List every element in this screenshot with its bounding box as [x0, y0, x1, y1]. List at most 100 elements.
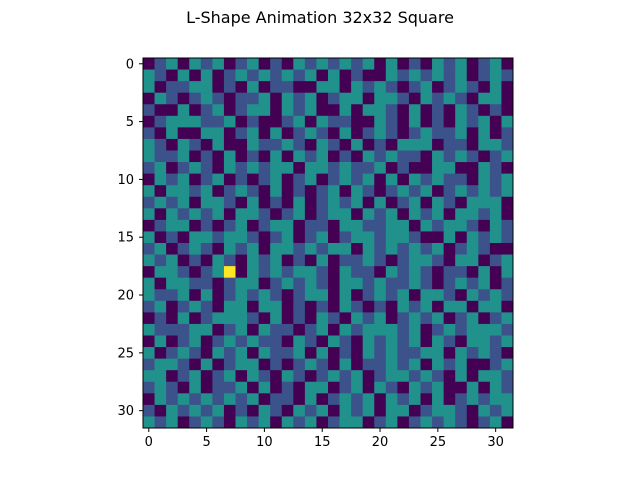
heatmap-cell: [154, 370, 167, 383]
heatmap-cell: [351, 173, 364, 186]
y-tick-label: 0: [126, 57, 134, 72]
heatmap-cell: [143, 185, 155, 198]
heatmap-cell: [351, 381, 364, 394]
heatmap-cell: [154, 138, 167, 151]
heatmap-cell: [270, 173, 283, 186]
heatmap-cell: [397, 243, 410, 255]
heatmap-cell: [408, 266, 421, 279]
heatmap-cell: [489, 92, 502, 105]
heatmap-cell: [420, 335, 433, 348]
heatmap-cell: [316, 115, 329, 128]
y-tick-label: 10: [117, 173, 134, 188]
heatmap-cell: [374, 162, 387, 174]
heatmap-cell: [154, 231, 167, 244]
heatmap-cell: [293, 289, 306, 302]
heatmap-cell: [385, 289, 398, 302]
heatmap-cell: [166, 243, 179, 255]
heatmap-cell: [247, 254, 259, 267]
heatmap-cell: [397, 138, 410, 151]
heatmap-cell: [478, 416, 491, 429]
heatmap-cell: [316, 254, 329, 267]
heatmap-cell: [328, 81, 340, 94]
heatmap-cell: [189, 300, 202, 313]
heatmap-cell: [143, 208, 155, 221]
heatmap-cell: [385, 196, 398, 209]
heatmap-cell: [281, 300, 294, 313]
heatmap-cell: [143, 127, 155, 140]
heatmap-cell: [247, 277, 259, 290]
heatmap-cell: [351, 104, 364, 117]
heatmap-cell: [351, 404, 364, 417]
heatmap-cell: [489, 266, 502, 279]
heatmap-cell: [466, 58, 479, 70]
heatmap-cell: [328, 323, 340, 336]
heatmap-cell: [270, 358, 283, 371]
heatmap-cell: [408, 162, 421, 174]
heatmap-cell: [258, 300, 271, 313]
heatmap-cell: [420, 347, 433, 359]
heatmap-cell: [455, 162, 468, 174]
heatmap-cell: [455, 231, 468, 244]
heatmap-cell: [397, 312, 410, 325]
x-tick-label: 20: [372, 435, 389, 450]
heatmap-cell: [374, 243, 387, 255]
heatmap-cell: [281, 277, 294, 290]
heatmap-cell: [466, 289, 479, 302]
heatmap-cell: [385, 266, 398, 279]
heatmap-cell: [235, 416, 248, 429]
heatmap-cell: [466, 173, 479, 186]
heatmap-cell: [351, 138, 364, 151]
heatmap-cell: [397, 358, 410, 371]
heatmap-cell: [432, 69, 444, 82]
heatmap-cell: [489, 335, 502, 348]
heatmap-cell: [397, 277, 410, 290]
heatmap-cell: [351, 69, 364, 82]
heatmap-cell: [304, 150, 317, 163]
heatmap-cell: [455, 92, 468, 105]
heatmap-cell: [154, 254, 167, 267]
heatmap-cell: [293, 173, 306, 186]
heatmap-cell: [397, 289, 410, 302]
heatmap-cell: [189, 347, 202, 359]
heatmap-cell: [362, 69, 375, 82]
heatmap-cell: [293, 219, 306, 232]
heatmap-cell: [489, 173, 502, 186]
heatmap-cell: [362, 150, 375, 163]
heatmap-cell: [212, 219, 225, 232]
heatmap-cell: [351, 127, 364, 140]
heatmap-cell: [501, 266, 514, 279]
heatmap-cell: [223, 300, 236, 313]
heatmap-cell: [478, 115, 491, 128]
heatmap-cell: [339, 266, 352, 279]
heatmap-cell: [247, 370, 259, 383]
heatmap-cell: [397, 219, 410, 232]
heatmap-cell: [351, 254, 364, 267]
heatmap-cell: [304, 81, 317, 94]
heatmap-cell: [351, 335, 364, 348]
heatmap-cell: [443, 404, 456, 417]
heatmap-cell: [200, 370, 213, 383]
heatmap-cell: [420, 381, 433, 394]
heatmap-cell: [408, 243, 421, 255]
heatmap-cell: [293, 58, 306, 70]
heatmap-cell: [281, 219, 294, 232]
heatmap-cell: [270, 185, 283, 198]
heatmap-cell: [304, 358, 317, 371]
heatmap-cell: [328, 404, 340, 417]
heatmap-cell: [166, 335, 179, 348]
heatmap-cell: [432, 312, 444, 325]
heatmap-cell: [200, 243, 213, 255]
heatmap-cell: [143, 81, 155, 94]
heatmap-cell: [385, 300, 398, 313]
heatmap-cell: [304, 138, 317, 151]
heatmap-cell: [432, 185, 444, 198]
heatmap-cell: [339, 115, 352, 128]
heatmap-cell: [351, 196, 364, 209]
heatmap-cell: [316, 243, 329, 255]
heatmap-cell: [258, 208, 271, 221]
heatmap-cell: [489, 381, 502, 394]
heatmap-cell: [177, 312, 190, 325]
heatmap-cell: [443, 69, 456, 82]
heatmap-cell: [408, 231, 421, 244]
heatmap-cell: [351, 358, 364, 371]
